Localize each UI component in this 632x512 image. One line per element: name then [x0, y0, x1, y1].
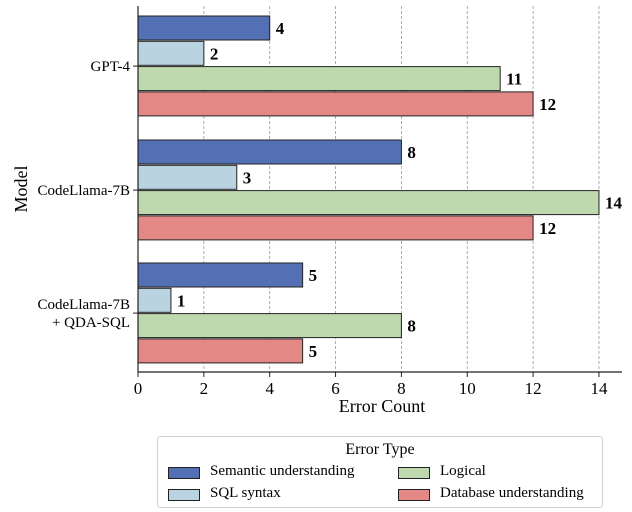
x-tick-label: 6 [331, 379, 340, 398]
bar-value-label: 12 [539, 219, 556, 238]
y-tick-label: CodeLlama-7B + QDA-SQL [38, 297, 130, 331]
x-tick-label: 14 [590, 379, 608, 398]
y-axis-title: Model [11, 166, 31, 213]
bar [137, 66, 501, 92]
bar-value-label: 14 [605, 194, 623, 213]
legend-swatch-sql-syntax [168, 489, 200, 501]
bar-value-label: 5 [309, 342, 318, 361]
bar-value-label: 2 [210, 44, 219, 63]
bar [137, 91, 534, 117]
legend-label-sql-syntax: SQL syntax [210, 485, 281, 501]
bar [137, 215, 534, 241]
x-tick-label: 0 [134, 379, 143, 398]
legend-title: Error Type [345, 441, 415, 458]
bar-value-label: 8 [407, 317, 416, 336]
legend: Error Type Semantic understanding SQL sy… [157, 436, 603, 508]
bar [137, 190, 600, 216]
legend-swatch-logical [398, 467, 430, 479]
x-tick-label: 4 [265, 379, 274, 398]
x-axis-title: Error Count [339, 396, 425, 416]
bar-value-label: 4 [276, 19, 285, 38]
x-tick-label: 12 [525, 379, 542, 398]
bar [137, 287, 172, 313]
bar-value-label: 11 [506, 70, 522, 89]
bar [137, 262, 304, 288]
bar [137, 15, 271, 41]
bar-value-label: 12 [539, 95, 556, 114]
x-tick-label: 2 [200, 379, 209, 398]
x-tick-label: 10 [459, 379, 476, 398]
x-tick-label: 8 [397, 379, 406, 398]
bar-value-label: 1 [177, 291, 186, 310]
legend-label-logical: Logical [440, 463, 486, 479]
bar [137, 40, 205, 66]
bar [137, 313, 402, 339]
y-tick-label: CodeLlama-7B [38, 183, 130, 199]
legend-swatch-database [398, 489, 430, 501]
legend-label-semantic: Semantic understanding [210, 463, 355, 479]
bar-value-label: 8 [407, 143, 416, 162]
legend-swatch-semantic [168, 467, 200, 479]
bar [137, 338, 304, 364]
bar-value-label: 3 [243, 168, 252, 187]
y-tick-label: GPT-4 [91, 59, 131, 75]
legend-label-database: Database understanding [440, 485, 584, 501]
bar [137, 164, 238, 190]
bar [137, 139, 402, 165]
bar-value-label: 5 [309, 266, 318, 285]
